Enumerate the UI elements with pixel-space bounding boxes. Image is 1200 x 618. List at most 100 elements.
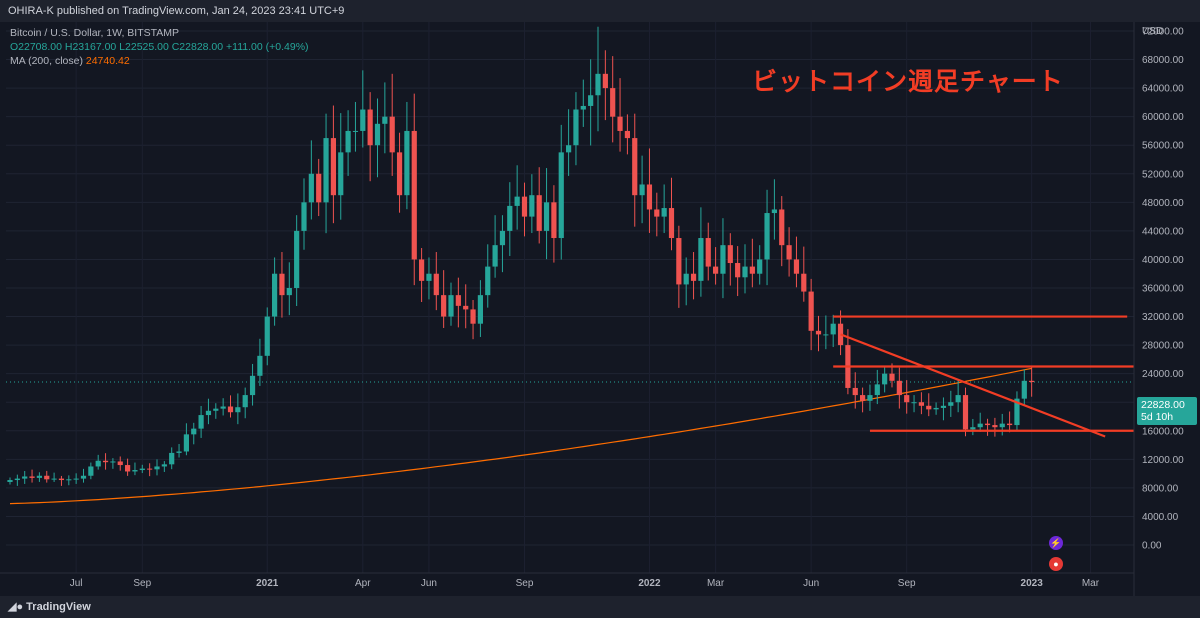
x-tick-label: 2021 bbox=[256, 578, 279, 589]
candle-body bbox=[793, 259, 800, 274]
candle-body bbox=[125, 465, 131, 472]
chart-legend: Bitcoin / U.S. Dollar, 1W, BITSTAMP O227… bbox=[10, 26, 309, 68]
ma-value: 24740.42 bbox=[85, 55, 130, 67]
candle-body bbox=[183, 434, 189, 452]
candle-body bbox=[80, 475, 87, 479]
candle-body bbox=[676, 238, 682, 285]
candle-body bbox=[441, 295, 447, 317]
candle-body bbox=[73, 478, 79, 480]
tv-mark-icon: ◢● bbox=[8, 601, 27, 613]
candle-body bbox=[602, 73, 608, 89]
ma-label: MA (200, close) bbox=[10, 55, 83, 67]
candle-body bbox=[852, 387, 858, 396]
candle-body bbox=[786, 245, 792, 260]
legend-ma[interactable]: MA (200, close) 24740.42 bbox=[10, 54, 309, 68]
candle-body bbox=[514, 196, 520, 206]
candle-body bbox=[455, 295, 461, 306]
candle-body bbox=[249, 375, 256, 396]
x-tick-label: Apr bbox=[355, 578, 371, 589]
grid-lines bbox=[6, 22, 1134, 573]
candle-body bbox=[396, 152, 403, 196]
ma-200-line bbox=[9, 367, 1032, 505]
y-tick-label: 36000.00 bbox=[1142, 284, 1184, 295]
candle-body bbox=[117, 461, 123, 466]
candle-body bbox=[44, 475, 50, 480]
candle-body bbox=[7, 480, 13, 482]
candle-body bbox=[147, 468, 153, 470]
candle-body bbox=[566, 145, 572, 153]
publisher-text: OHIRA-K published on TradingView.com, Ja… bbox=[8, 5, 345, 17]
candle-body bbox=[926, 405, 932, 410]
y-tick-label: 48000.00 bbox=[1142, 198, 1184, 209]
candle-body bbox=[588, 95, 594, 106]
candle-body bbox=[433, 273, 439, 296]
candle-body bbox=[470, 309, 476, 324]
y-tick-label: 56000.00 bbox=[1142, 141, 1184, 152]
candle-body bbox=[51, 478, 57, 480]
y-tick-label: 16000.00 bbox=[1142, 426, 1184, 437]
candle-body bbox=[154, 466, 160, 470]
candle-body bbox=[661, 208, 667, 217]
y-tick-label: 44000.00 bbox=[1142, 226, 1184, 237]
candle-body bbox=[749, 266, 755, 274]
annotation-title: ビットコイン週足チャート bbox=[752, 68, 1064, 96]
x-tick-label: 2022 bbox=[638, 578, 661, 589]
candle-body bbox=[771, 209, 777, 214]
candle-body bbox=[543, 202, 550, 231]
candle-body bbox=[66, 479, 72, 481]
candle-body bbox=[860, 395, 866, 401]
ma-200-layer bbox=[9, 367, 1032, 505]
candle-body bbox=[573, 109, 579, 146]
candle-body bbox=[632, 138, 638, 196]
candle-body bbox=[918, 402, 924, 406]
y-tick-label: 60000.00 bbox=[1142, 112, 1184, 123]
candle-body bbox=[801, 273, 807, 292]
x-tick-label: Sep bbox=[898, 578, 916, 589]
candle-body bbox=[404, 130, 410, 196]
candle-body bbox=[499, 230, 506, 246]
bar-countdown: 5d 10h bbox=[1141, 411, 1174, 423]
candle-body bbox=[161, 464, 167, 467]
candle-body bbox=[338, 152, 344, 196]
candle-body bbox=[874, 384, 880, 396]
candle-body bbox=[1007, 423, 1013, 426]
x-tick-label: Jun bbox=[803, 578, 819, 589]
candle-body bbox=[257, 355, 263, 376]
us-flag-icon[interactable]: ● bbox=[1049, 557, 1063, 571]
candle-body bbox=[536, 195, 542, 231]
candle-body bbox=[955, 395, 961, 403]
candle-body bbox=[646, 184, 653, 210]
candle-body bbox=[360, 109, 366, 131]
downtrend-line bbox=[840, 333, 1106, 438]
candle-body bbox=[823, 334, 829, 336]
x-tick-label: 2023 bbox=[1021, 578, 1044, 589]
candle-body bbox=[904, 395, 910, 403]
candle-body bbox=[558, 152, 564, 239]
y-tick-label: 52000.00 bbox=[1142, 169, 1184, 180]
legend-ohlc: O22708.00 H23167.00 L22525.00 C22828.00 … bbox=[10, 41, 309, 53]
candle-body bbox=[367, 109, 373, 146]
candle-body bbox=[29, 476, 35, 478]
candle-body bbox=[14, 478, 20, 481]
lightning-icon[interactable]: ⚡ bbox=[1049, 536, 1063, 550]
candle-body bbox=[286, 288, 292, 296]
candle-body bbox=[639, 184, 645, 196]
y-tick-label: 0.00 bbox=[1142, 541, 1162, 552]
candle-body bbox=[88, 466, 94, 476]
candle-body bbox=[698, 238, 704, 281]
candle-body bbox=[235, 407, 241, 413]
tradingview-logo[interactable]: ◢● TradingView bbox=[8, 596, 91, 618]
candle-body bbox=[58, 478, 65, 481]
candle-body bbox=[419, 259, 425, 281]
y-tick-label: 8000.00 bbox=[1142, 483, 1179, 494]
y-tick-label: 32000.00 bbox=[1142, 312, 1184, 323]
candle-body bbox=[227, 406, 234, 413]
candle-body bbox=[374, 123, 381, 146]
candle-body bbox=[330, 138, 336, 196]
y-tick-label: 72000.00 bbox=[1142, 27, 1184, 38]
candle-body bbox=[815, 330, 822, 335]
legend-symbol[interactable]: Bitcoin / U.S. Dollar, 1W, BITSTAMP bbox=[10, 27, 180, 39]
candle-body bbox=[308, 173, 314, 203]
